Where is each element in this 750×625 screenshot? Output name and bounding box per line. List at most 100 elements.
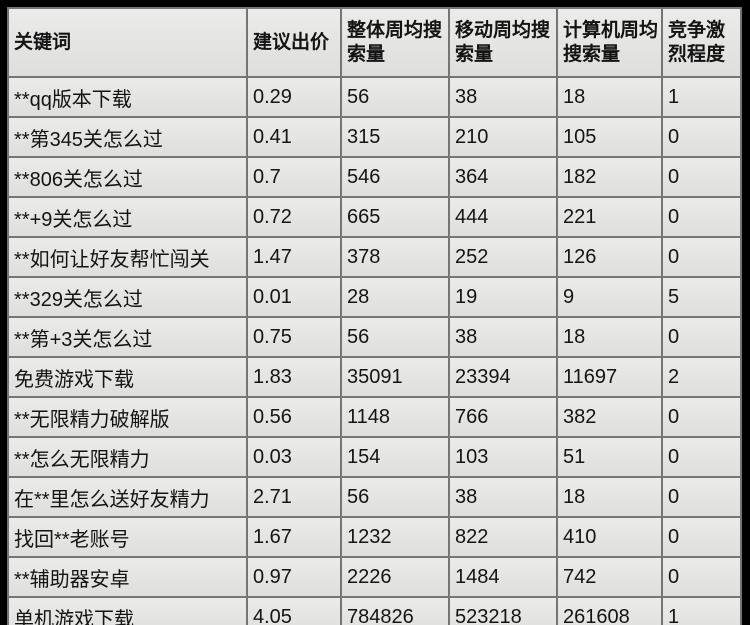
overall-weekly-searches-cell: 784826: [340, 596, 450, 625]
mobile-weekly-searches-cell: 1484: [448, 556, 558, 598]
mobile-weekly-searches-cell: 19: [448, 276, 558, 318]
suggested-bid-cell: 0.56: [246, 396, 342, 438]
competition-level-cell: 0: [661, 156, 742, 198]
table-row: **第345关怎么过 0.41 315 210 105 0: [7, 116, 742, 158]
keyword-cell: **第345关怎么过: [7, 116, 248, 158]
competition-level-cell: 5: [661, 276, 742, 318]
table-row: **无限精力破解版 0.56 1148 766 382 0: [7, 396, 742, 438]
keyword-cell: 找回**老账号: [7, 516, 248, 558]
keyword-cell: **第+3关怎么过: [7, 316, 248, 358]
keyword-cell: **无限精力破解版: [7, 396, 248, 438]
computer-weekly-searches-cell: 105: [556, 116, 663, 158]
competition-level-cell: 0: [661, 236, 742, 278]
suggested-bid-cell: 0.03: [246, 436, 342, 478]
column-header-keyword: 关键词: [7, 7, 248, 78]
mobile-weekly-searches-cell: 252: [448, 236, 558, 278]
table-row: 找回**老账号 1.67 1232 822 410 0: [7, 516, 742, 558]
mobile-weekly-searches-cell: 444: [448, 196, 558, 238]
computer-weekly-searches-cell: 11697: [556, 356, 663, 398]
overall-weekly-searches-cell: 35091: [340, 356, 450, 398]
overall-weekly-searches-cell: 56: [340, 476, 450, 518]
overall-weekly-searches-cell: 154: [340, 436, 450, 478]
computer-weekly-searches-cell: 382: [556, 396, 663, 438]
keyword-cell: **如何让好友帮忙闯关: [7, 236, 248, 278]
overall-weekly-searches-cell: 56: [340, 76, 450, 118]
keyword-cell: 在**里怎么送好友精力: [7, 476, 248, 518]
mobile-weekly-searches-cell: 523218: [448, 596, 558, 625]
competition-level-cell: 0: [661, 116, 742, 158]
keyword-cell: **怎么无限精力: [7, 436, 248, 478]
suggested-bid-cell: 0.41: [246, 116, 342, 158]
keyword-cell: **辅助器安卓: [7, 556, 248, 598]
computer-weekly-searches-cell: 410: [556, 516, 663, 558]
column-header-overall-weekly-searches: 整体周均搜索量: [340, 7, 450, 78]
suggested-bid-cell: 0.29: [246, 76, 342, 118]
computer-weekly-searches-cell: 742: [556, 556, 663, 598]
overall-weekly-searches-cell: 2226: [340, 556, 450, 598]
table-row: **如何让好友帮忙闯关 1.47 378 252 126 0: [7, 236, 742, 278]
column-header-competition-level: 竞争激烈程度: [661, 7, 742, 78]
computer-weekly-searches-cell: 51: [556, 436, 663, 478]
suggested-bid-cell: 0.75: [246, 316, 342, 358]
mobile-weekly-searches-cell: 103: [448, 436, 558, 478]
computer-weekly-searches-cell: 182: [556, 156, 663, 198]
computer-weekly-searches-cell: 126: [556, 236, 663, 278]
suggested-bid-cell: 1.83: [246, 356, 342, 398]
mobile-weekly-searches-cell: 38: [448, 316, 558, 358]
column-header-suggested-bid: 建议出价: [246, 7, 342, 78]
suggested-bid-cell: 0.97: [246, 556, 342, 598]
overall-weekly-searches-cell: 1148: [340, 396, 450, 438]
competition-level-cell: 0: [661, 516, 742, 558]
table-row: **qq版本下载 0.29 56 38 18 1: [7, 76, 742, 118]
competition-level-cell: 0: [661, 396, 742, 438]
computer-weekly-searches-cell: 261608: [556, 596, 663, 625]
table-row: **怎么无限精力 0.03 154 103 51 0: [7, 436, 742, 478]
overall-weekly-searches-cell: 378: [340, 236, 450, 278]
mobile-weekly-searches-cell: 23394: [448, 356, 558, 398]
computer-weekly-searches-cell: 18: [556, 476, 663, 518]
keyword-cell: **806关怎么过: [7, 156, 248, 198]
competition-level-cell: 0: [661, 436, 742, 478]
competition-level-cell: 1: [661, 76, 742, 118]
overall-weekly-searches-cell: 546: [340, 156, 450, 198]
table-row: **辅助器安卓 0.97 2226 1484 742 0: [7, 556, 742, 598]
table-row: **+9关怎么过 0.72 665 444 221 0: [7, 196, 742, 238]
keyword-cell: **qq版本下载: [7, 76, 248, 118]
overall-weekly-searches-cell: 665: [340, 196, 450, 238]
column-header-mobile-weekly-searches: 移动周均搜索量: [448, 7, 558, 78]
overall-weekly-searches-cell: 28: [340, 276, 450, 318]
computer-weekly-searches-cell: 18: [556, 316, 663, 358]
computer-weekly-searches-cell: 18: [556, 76, 663, 118]
mobile-weekly-searches-cell: 766: [448, 396, 558, 438]
table-row: **806关怎么过 0.7 546 364 182 0: [7, 156, 742, 198]
suggested-bid-cell: 4.05: [246, 596, 342, 625]
overall-weekly-searches-cell: 1232: [340, 516, 450, 558]
suggested-bid-cell: 1.47: [246, 236, 342, 278]
suggested-bid-cell: 0.72: [246, 196, 342, 238]
competition-level-cell: 0: [661, 556, 742, 598]
table-row: 单机游戏下载 4.05 784826 523218 261608 1: [7, 596, 742, 625]
keyword-cell: 单机游戏下载: [7, 596, 248, 625]
competition-level-cell: 1: [661, 596, 742, 625]
suggested-bid-cell: 0.7: [246, 156, 342, 198]
suggested-bid-cell: 0.01: [246, 276, 342, 318]
mobile-weekly-searches-cell: 38: [448, 76, 558, 118]
column-header-computer-weekly-searches: 计算机周均搜索量: [556, 7, 663, 78]
computer-weekly-searches-cell: 9: [556, 276, 663, 318]
keyword-cell: 免费游戏下载: [7, 356, 248, 398]
mobile-weekly-searches-cell: 364: [448, 156, 558, 198]
mobile-weekly-searches-cell: 38: [448, 476, 558, 518]
competition-level-cell: 0: [661, 196, 742, 238]
keyword-cell: **+9关怎么过: [7, 196, 248, 238]
header-row: 关键词 建议出价 整体周均搜索量 移动周均搜索量 计算机周均搜索量 竞争激烈程度: [7, 7, 742, 78]
mobile-weekly-searches-cell: 822: [448, 516, 558, 558]
table-row: 免费游戏下载 1.83 35091 23394 11697 2: [7, 356, 742, 398]
competition-level-cell: 0: [661, 316, 742, 358]
suggested-bid-cell: 2.71: [246, 476, 342, 518]
suggested-bid-cell: 1.67: [246, 516, 342, 558]
table-row: 在**里怎么送好友精力 2.71 56 38 18 0: [7, 476, 742, 518]
keyword-research-table: 关键词 建议出价 整体周均搜索量 移动周均搜索量 计算机周均搜索量 竞争激烈程度…: [7, 7, 742, 625]
competition-level-cell: 0: [661, 476, 742, 518]
competition-level-cell: 2: [661, 356, 742, 398]
